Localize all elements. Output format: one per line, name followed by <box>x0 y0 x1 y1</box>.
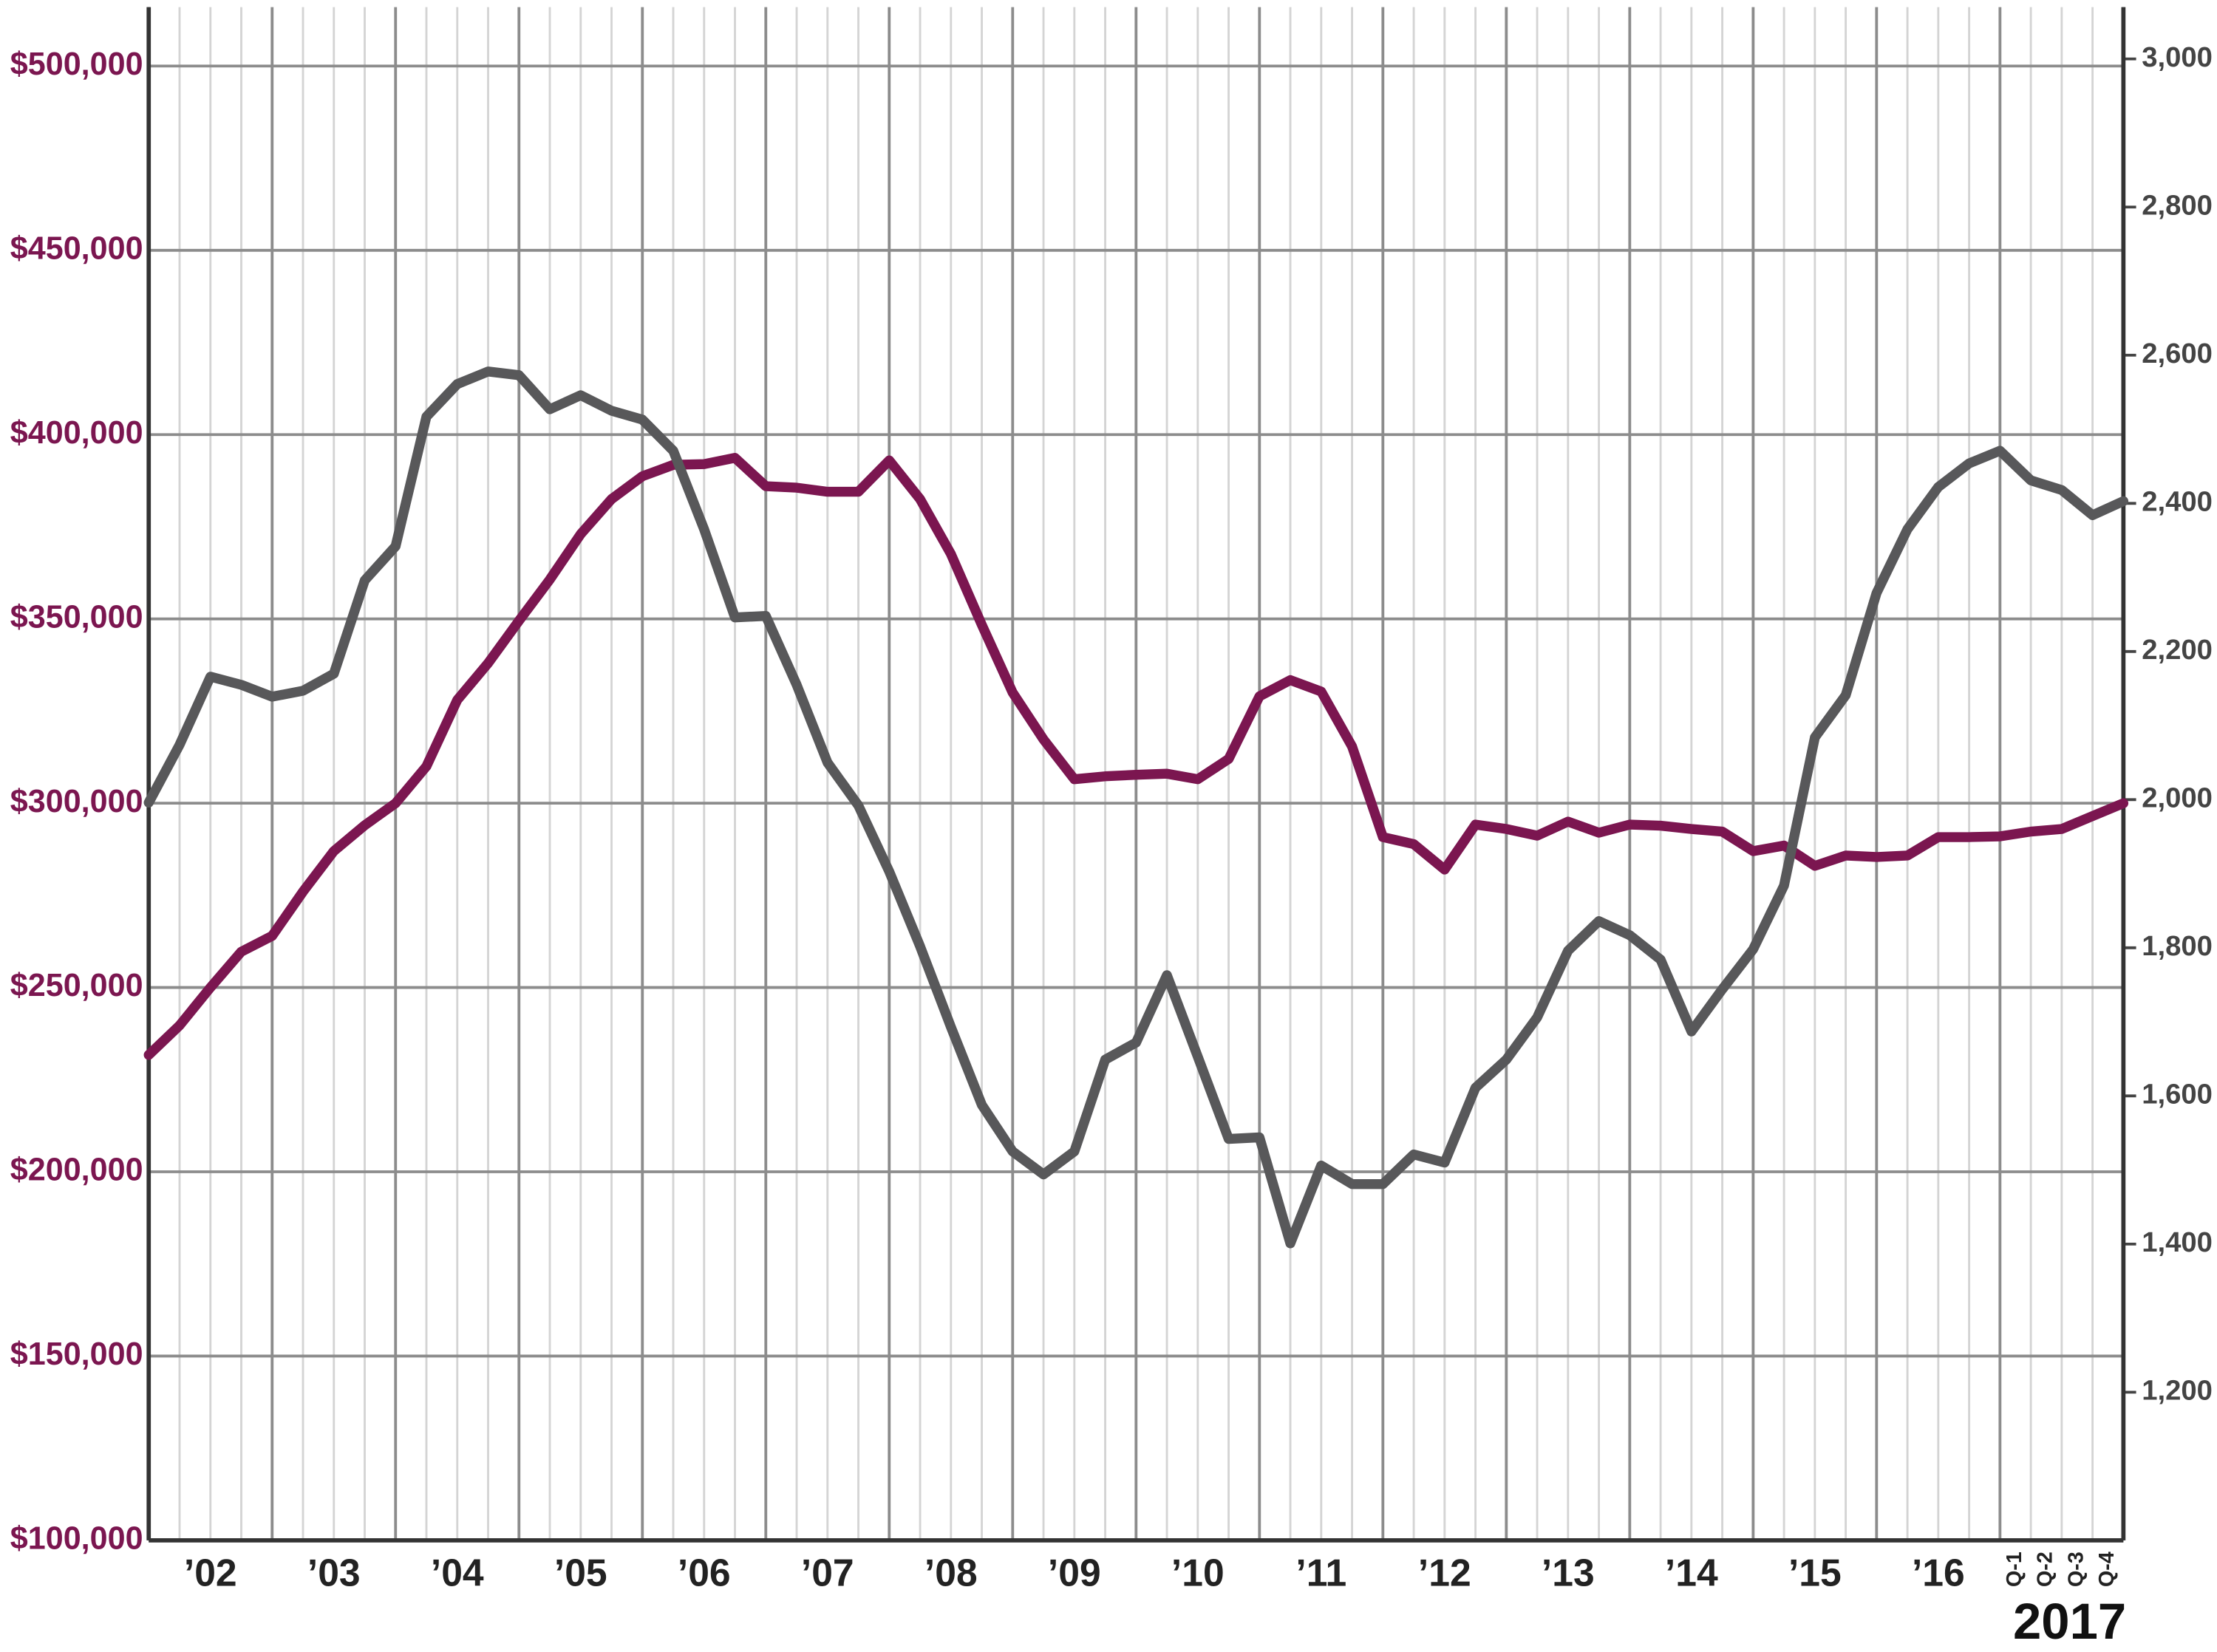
y2-tick-label: 1,400 <box>2142 1226 2213 1258</box>
data-line <box>143 366 2129 1249</box>
x-tick-label: ’08 <box>924 1551 978 1594</box>
x-tick-label: ’15 <box>1788 1551 1842 1594</box>
y2-tick-label: 2,000 <box>2142 782 2213 813</box>
x-tick-label: ’05 <box>554 1551 607 1594</box>
y2-tick-label: 1,200 <box>2142 1374 2213 1406</box>
quarter-year-label: 2017 <box>2013 1593 2126 1650</box>
x-tick-label: ’09 <box>1048 1551 1101 1594</box>
y2-tick-label: 2,400 <box>2142 485 2213 517</box>
y2-tick-label: 3,000 <box>2142 41 2213 73</box>
y2-tick-label: 1,800 <box>2142 930 2213 962</box>
x-tick-label: ’07 <box>801 1551 854 1594</box>
quarter-tick-label: Q-4 <box>2095 1552 2119 1587</box>
y-tick-label: $150,000 <box>10 1336 143 1372</box>
x-tick-label: ’02 <box>184 1551 237 1594</box>
y-tick-label: $400,000 <box>10 414 143 451</box>
y-tick-label: $350,000 <box>10 598 143 635</box>
quarter-tick-label: Q-2 <box>2034 1552 2057 1587</box>
x-tick-label: ’06 <box>678 1551 731 1594</box>
x-tick-label: ’10 <box>1171 1551 1225 1594</box>
y-tick-label: $300,000 <box>10 783 143 819</box>
y-tick-label: $500,000 <box>10 46 143 82</box>
x-tick-label: ’14 <box>1665 1551 1718 1594</box>
x-tick-label: ’11 <box>1295 1551 1346 1594</box>
y2-tick-label: 2,600 <box>2142 338 2213 369</box>
y2-tick-label: 2,800 <box>2142 189 2213 221</box>
quarter-tick-label: Q-3 <box>2064 1552 2088 1587</box>
x-tick-label: ’04 <box>431 1551 484 1594</box>
y-tick-label: $450,000 <box>10 230 143 266</box>
y-tick-label: $250,000 <box>10 967 143 1003</box>
x-tick-label: ’03 <box>307 1551 361 1594</box>
y-tick-label: $100,000 <box>10 1520 143 1557</box>
x-tick-label: ’13 <box>1542 1551 1595 1594</box>
y2-tick-label: 1,600 <box>2142 1078 2213 1110</box>
y-tick-label: $200,000 <box>10 1152 143 1188</box>
x-tick-label: ’16 <box>1912 1551 1965 1594</box>
x-tick-label: ’12 <box>1418 1551 1471 1594</box>
quarter-tick-label: Q-1 <box>2003 1552 2026 1587</box>
y2-tick-label: 2,200 <box>2142 634 2213 666</box>
